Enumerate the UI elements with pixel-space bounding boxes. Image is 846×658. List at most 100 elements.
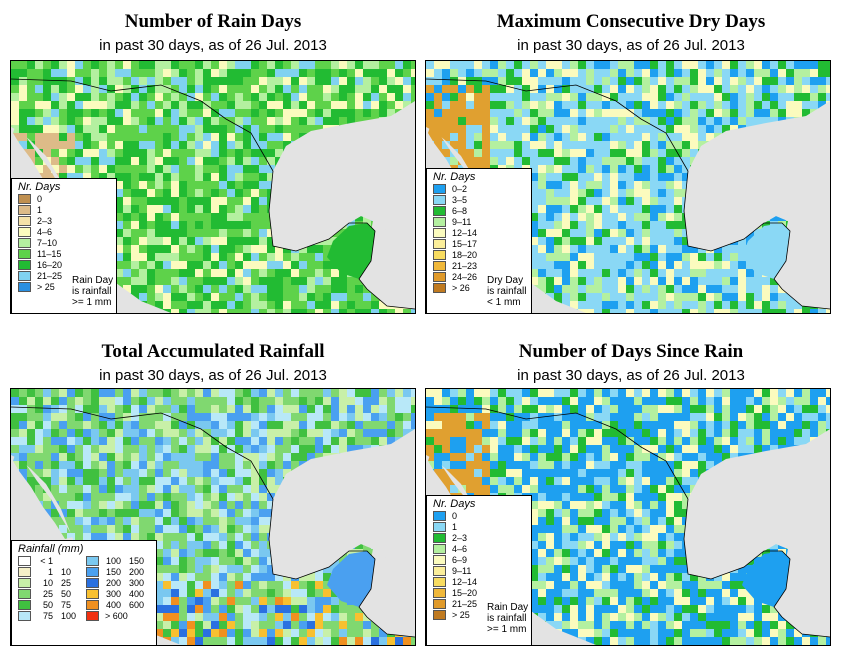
legend-item: 100 150 xyxy=(80,555,148,566)
legend-item: 25 50 xyxy=(12,588,80,599)
legend-label: 6–9 xyxy=(452,554,468,565)
legend-swatch xyxy=(433,565,446,576)
panel-subtitle: in past 30 days, as of 26 Jul. 2013 xyxy=(99,367,327,384)
legend-range-high: 200 xyxy=(129,566,145,577)
legend-label: 0–2 xyxy=(452,183,468,194)
yucatan-peninsula xyxy=(327,223,375,279)
legend-item: 0 xyxy=(12,193,116,204)
us-mexico-border xyxy=(11,406,274,500)
legend-title: Nr. Days xyxy=(433,498,476,510)
legend-label: 11–15 xyxy=(37,248,62,259)
legend-item: 15–20 xyxy=(427,587,531,598)
legend-label: 2–3 xyxy=(37,215,53,226)
panel-subtitle: in past 30 days, as of 26 Jul. 2013 xyxy=(517,37,745,54)
panel-title: Number of Rain Days xyxy=(124,11,302,32)
legend-title: Nr. Days xyxy=(433,171,476,183)
coastline xyxy=(683,170,830,310)
legend-swatch xyxy=(433,271,446,282)
legend-item: 50 75 xyxy=(12,599,80,610)
legend-item: 400 600 xyxy=(80,599,148,610)
legend-note-line: < 1 mm xyxy=(487,297,521,308)
legend-label: 4–6 xyxy=(37,226,53,237)
yucatan-peninsula xyxy=(742,223,790,279)
legend-range-low: 10 xyxy=(42,577,53,588)
legend-range-high: 150 xyxy=(129,555,145,566)
legend-item: 9–11 xyxy=(427,216,531,227)
legend-label: 21–25 xyxy=(37,270,63,281)
legend-label: 15–20 xyxy=(452,587,478,598)
legend-range-high: 100 xyxy=(61,610,77,621)
gulf-of-mexico xyxy=(684,116,830,251)
legend-label: 6–8 xyxy=(452,205,468,216)
legend-item: 11–15 xyxy=(12,248,116,259)
legend-swatch xyxy=(18,610,31,621)
legend-item: 75 100 xyxy=(12,610,80,621)
legend-item: 200 300 xyxy=(80,577,148,588)
legend-swatch xyxy=(18,270,31,281)
legend-label: 7–10 xyxy=(37,237,58,248)
legend-label: > 25 xyxy=(37,281,55,292)
legend-item: 300 400 xyxy=(80,588,148,599)
legend-swatch xyxy=(433,183,446,194)
legend-swatch xyxy=(18,566,31,577)
legend-note-line: is rainfall xyxy=(72,286,112,297)
legend-label: 9–11 xyxy=(452,565,472,576)
legend-range-low: 75 xyxy=(42,610,53,621)
legend-range-low: 1 xyxy=(47,566,53,577)
legend-swatch xyxy=(433,532,446,543)
legend-item: 150 200 xyxy=(80,566,148,577)
legend-item: 2–3 xyxy=(12,215,116,226)
legend-item: < 1 xyxy=(12,555,80,566)
legend-swatch xyxy=(433,238,446,249)
coastline xyxy=(268,498,415,638)
legend-item: 4–6 xyxy=(12,226,116,237)
legend-range-low: 25 xyxy=(42,588,53,599)
legend-range-low: 400 xyxy=(105,599,121,610)
us-mexico-border xyxy=(426,406,689,500)
legend-item: > 26 xyxy=(427,282,531,293)
panel-subtitle: in past 30 days, as of 26 Jul. 2013 xyxy=(517,367,745,384)
legend-item: 18–20 xyxy=(427,249,531,260)
legend-item: 1 xyxy=(427,521,531,532)
legend-label: 21–25 xyxy=(452,598,478,609)
legend-range-low: 50 xyxy=(42,599,53,610)
legend-swatch xyxy=(433,260,446,271)
legend-item: 21–25 xyxy=(12,270,116,281)
legend-item: 24–26 xyxy=(427,271,531,282)
legend-swatch xyxy=(18,193,31,204)
legend-item: 1 10 xyxy=(12,566,80,577)
legend-range-low: 150 xyxy=(105,566,121,577)
legend-item: 12–14 xyxy=(427,576,531,587)
legend-note-line: >= 1 mm xyxy=(487,624,527,635)
legend-range-low: < 1 xyxy=(40,555,53,566)
legend-label: > 25 xyxy=(452,609,470,620)
legend-range-low: > 600 xyxy=(105,610,128,621)
legend-range-low: 200 xyxy=(105,577,121,588)
legend-range-high: 400 xyxy=(129,588,145,599)
legend-swatch xyxy=(433,587,446,598)
legend-item: 21–23 xyxy=(427,260,531,271)
legend-swatch xyxy=(18,588,31,599)
legend-swatch xyxy=(433,598,446,609)
legend-column: 100 150 150 200 200 300 300 400 400 600 > 600 xyxy=(80,555,148,621)
legend-total-rainfall: Rainfall (mm) < 1 1 10 10 25 25 50 50 75 75 100 100… xyxy=(11,540,157,646)
us-mexico-border xyxy=(426,78,689,172)
legend-swatch xyxy=(86,555,99,566)
legend-label: 2–3 xyxy=(452,532,468,543)
legend-range-high: 10 xyxy=(61,566,72,577)
legend-swatch xyxy=(86,588,99,599)
legend-item: 0–2 xyxy=(427,183,531,194)
legend-swatch xyxy=(18,259,31,270)
legend-days-since-rain: Nr. Days 0 1 2–3 4–6 6–9 9–11 12–14 15–20 21–25 >… xyxy=(426,495,532,646)
legend-label: 1 xyxy=(452,521,458,532)
legend-swatch xyxy=(433,543,446,554)
legend-note-line: >= 1 mm xyxy=(72,297,112,308)
legend-item: 4–6 xyxy=(427,543,531,554)
legend-swatch xyxy=(18,599,31,610)
panel-subtitle: in past 30 days, as of 26 Jul. 2013 xyxy=(99,37,327,54)
legend-range-low: 100 xyxy=(105,555,121,566)
gulf-of-mexico xyxy=(684,444,830,579)
legend-item: > 600 xyxy=(80,610,148,621)
legend-label: 15–17 xyxy=(452,238,478,249)
legend-note-line: is rainfall xyxy=(487,613,527,624)
